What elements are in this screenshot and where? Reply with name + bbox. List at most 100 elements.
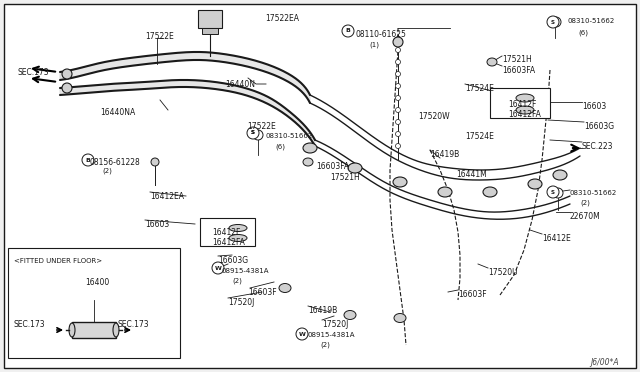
Circle shape: [396, 48, 401, 52]
Text: (6): (6): [275, 143, 285, 150]
Circle shape: [396, 108, 401, 112]
Text: S: S: [251, 131, 255, 135]
Text: 08310-51662: 08310-51662: [568, 18, 615, 24]
Text: 08156-61228: 08156-61228: [90, 158, 141, 167]
Text: 16440N: 16440N: [225, 80, 255, 89]
Text: 17522E: 17522E: [247, 122, 276, 131]
Text: 16603G: 16603G: [218, 256, 248, 265]
Text: 17522E: 17522E: [145, 32, 173, 41]
Bar: [200, 218, 255, 246]
Text: 16603: 16603: [582, 102, 606, 111]
Ellipse shape: [348, 163, 362, 173]
Ellipse shape: [69, 323, 75, 337]
Ellipse shape: [113, 323, 119, 337]
Text: 16412EA: 16412EA: [150, 192, 184, 201]
Text: S: S: [251, 131, 255, 135]
Text: SEC.173: SEC.173: [18, 68, 50, 77]
Circle shape: [547, 16, 559, 28]
Circle shape: [547, 186, 559, 198]
Text: 17520W: 17520W: [418, 112, 450, 121]
Text: 16603F: 16603F: [248, 288, 276, 297]
Text: 16603FA: 16603FA: [316, 162, 349, 171]
Text: 17520J: 17520J: [322, 320, 348, 329]
Text: (2): (2): [102, 168, 112, 174]
Text: 16400: 16400: [85, 278, 109, 287]
Circle shape: [396, 144, 401, 148]
Ellipse shape: [303, 158, 313, 166]
Text: 17524E: 17524E: [465, 84, 494, 93]
Text: 08915-4381A: 08915-4381A: [308, 332, 355, 338]
Text: B: B: [86, 157, 90, 163]
Text: 08110-61625: 08110-61625: [356, 30, 407, 39]
Bar: [198, 10, 222, 28]
Ellipse shape: [344, 311, 356, 320]
Ellipse shape: [528, 179, 542, 189]
Ellipse shape: [229, 234, 247, 241]
Text: S: S: [551, 189, 555, 195]
Text: 08915-4381A: 08915-4381A: [222, 268, 269, 274]
Text: 17521H: 17521H: [502, 55, 532, 64]
Circle shape: [393, 37, 403, 47]
Ellipse shape: [483, 187, 497, 197]
Text: W: W: [299, 331, 305, 337]
Text: W: W: [214, 266, 221, 270]
Circle shape: [296, 328, 308, 340]
Text: J6/00*A: J6/00*A: [590, 358, 619, 367]
Circle shape: [62, 69, 72, 79]
Text: 16441M: 16441M: [456, 170, 487, 179]
Circle shape: [253, 130, 263, 140]
Text: B: B: [346, 29, 351, 33]
Polygon shape: [60, 52, 310, 103]
Ellipse shape: [229, 224, 247, 231]
Circle shape: [151, 158, 159, 166]
Bar: [202, 28, 218, 34]
Ellipse shape: [487, 58, 497, 66]
Text: 16419B: 16419B: [308, 306, 337, 315]
Circle shape: [396, 83, 401, 89]
Circle shape: [396, 119, 401, 125]
Text: SEC.173: SEC.173: [14, 320, 45, 329]
Text: 17524E: 17524E: [465, 132, 494, 141]
Text: 16412E: 16412E: [542, 234, 571, 243]
Circle shape: [247, 127, 259, 139]
Text: (6): (6): [578, 29, 588, 35]
Text: 17521H: 17521H: [330, 173, 360, 182]
Text: 16440NA: 16440NA: [100, 108, 135, 117]
Text: 16419B: 16419B: [430, 150, 460, 159]
Text: (1): (1): [369, 42, 379, 48]
Circle shape: [396, 60, 401, 64]
Text: 17520U: 17520U: [488, 268, 518, 277]
Text: SEC.223: SEC.223: [582, 142, 614, 151]
Text: 08310-51662: 08310-51662: [570, 190, 617, 196]
Text: 16412F: 16412F: [508, 100, 536, 109]
Circle shape: [212, 262, 224, 274]
Bar: [490, 88, 550, 118]
Polygon shape: [60, 80, 315, 146]
Text: SEC.173: SEC.173: [118, 320, 150, 329]
Circle shape: [553, 188, 563, 198]
Circle shape: [396, 96, 401, 100]
Text: S: S: [551, 19, 555, 25]
Text: 16412F: 16412F: [212, 228, 241, 237]
Circle shape: [82, 154, 94, 166]
Circle shape: [551, 17, 561, 27]
Ellipse shape: [516, 106, 534, 114]
Text: (2): (2): [320, 342, 330, 349]
Text: 16412FA: 16412FA: [212, 238, 245, 247]
Text: 17520J: 17520J: [228, 298, 254, 307]
Text: 16603FA: 16603FA: [502, 66, 535, 75]
Circle shape: [62, 83, 72, 93]
Text: 08310-51662: 08310-51662: [265, 133, 312, 139]
Ellipse shape: [553, 170, 567, 180]
Text: 22670M: 22670M: [570, 212, 601, 221]
Circle shape: [396, 71, 401, 77]
Ellipse shape: [303, 143, 317, 153]
Ellipse shape: [279, 283, 291, 292]
Text: (2): (2): [580, 200, 590, 206]
Bar: [72, 322, 116, 338]
Text: (2): (2): [232, 278, 242, 285]
Text: 16603G: 16603G: [584, 122, 614, 131]
Bar: [8, 248, 180, 358]
Text: <FITTED UNDER FLOOR>: <FITTED UNDER FLOOR>: [14, 258, 102, 264]
Ellipse shape: [516, 94, 534, 102]
